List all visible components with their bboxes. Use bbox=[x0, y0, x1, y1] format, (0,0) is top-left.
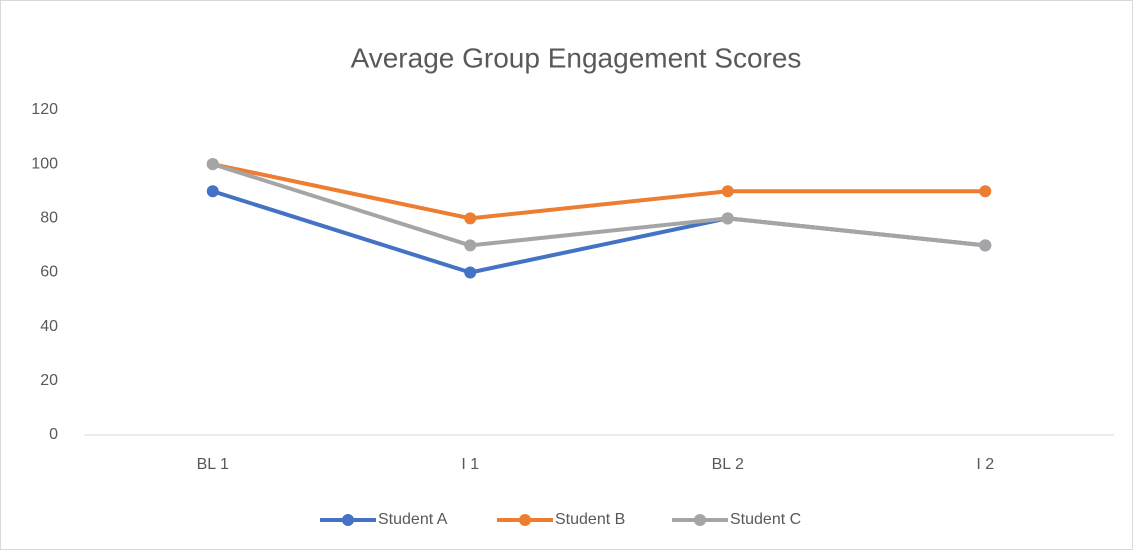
point bbox=[721, 185, 734, 198]
series-line bbox=[212, 162, 986, 248]
legend-label: Student B bbox=[555, 511, 625, 528]
legend-label: Student C bbox=[730, 511, 801, 528]
y-tick-label: 60 bbox=[40, 264, 58, 281]
point bbox=[464, 212, 477, 225]
point bbox=[206, 158, 219, 171]
x-tick-label: I 1 bbox=[461, 456, 479, 473]
legend-marker bbox=[694, 514, 706, 526]
point bbox=[721, 212, 734, 225]
legend-marker bbox=[342, 514, 354, 526]
point bbox=[206, 185, 219, 198]
y-tick-label: 20 bbox=[40, 372, 58, 389]
x-tick-label: BL 2 bbox=[712, 456, 744, 473]
y-tick-label: 0 bbox=[49, 426, 58, 443]
y-tick-label: 120 bbox=[31, 101, 58, 118]
point bbox=[979, 185, 992, 198]
x-tick-label: BL 1 bbox=[197, 456, 229, 473]
point bbox=[464, 239, 477, 252]
x-tick-label: I 2 bbox=[976, 456, 994, 473]
point bbox=[464, 266, 477, 279]
y-tick-label: 40 bbox=[40, 318, 58, 335]
legend-label: Student A bbox=[378, 511, 448, 528]
series-line bbox=[212, 162, 986, 221]
chart-title: Average Group Engagement Scores bbox=[351, 42, 802, 73]
y-tick-label: 80 bbox=[40, 210, 58, 227]
y-tick-label: 100 bbox=[31, 155, 58, 172]
point bbox=[979, 239, 992, 252]
legend-marker bbox=[519, 514, 531, 526]
